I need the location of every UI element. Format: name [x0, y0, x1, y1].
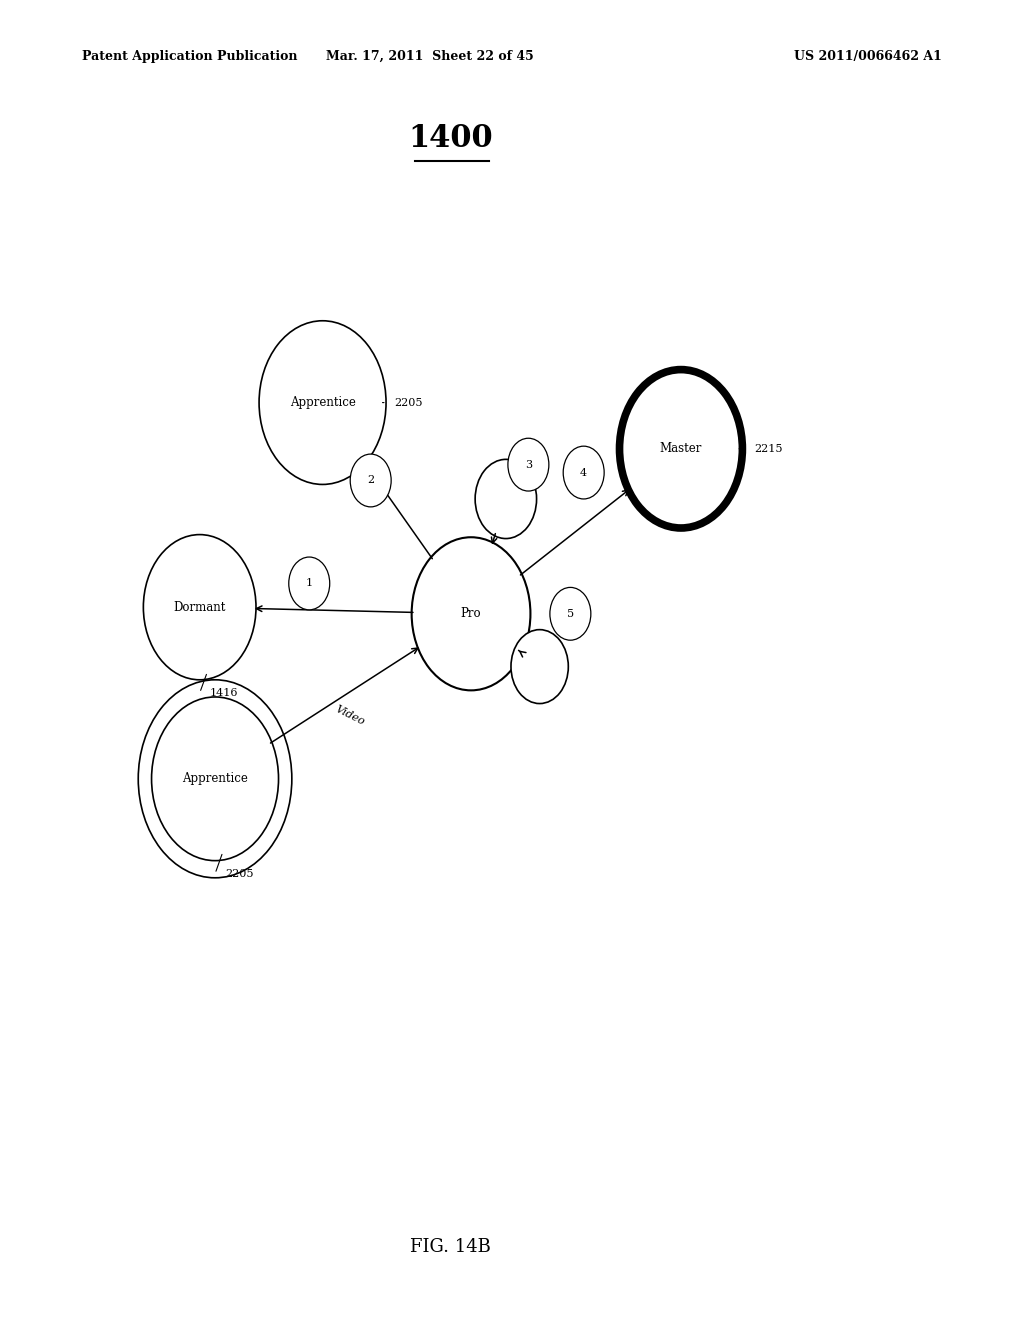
Circle shape [152, 697, 279, 861]
Circle shape [511, 630, 568, 704]
Circle shape [475, 459, 537, 539]
Circle shape [412, 537, 530, 690]
Circle shape [620, 370, 742, 528]
Text: US 2011/0066462 A1: US 2011/0066462 A1 [795, 50, 942, 63]
Circle shape [350, 454, 391, 507]
Text: 2205: 2205 [225, 869, 254, 879]
Text: Apprentice: Apprentice [290, 396, 355, 409]
Circle shape [259, 321, 386, 484]
Text: 2: 2 [368, 475, 374, 486]
Text: Dormant: Dormant [173, 601, 226, 614]
Text: 3: 3 [525, 459, 531, 470]
Text: Video: Video [334, 704, 367, 727]
Text: FIG. 14B: FIG. 14B [411, 1238, 490, 1257]
Text: 4: 4 [581, 467, 587, 478]
Text: Master: Master [659, 442, 702, 455]
Circle shape [550, 587, 591, 640]
Text: 2205: 2205 [394, 397, 423, 408]
Circle shape [289, 557, 330, 610]
Text: Pro: Pro [461, 607, 481, 620]
Circle shape [563, 446, 604, 499]
Text: 1400: 1400 [409, 123, 493, 154]
Circle shape [508, 438, 549, 491]
Text: 1: 1 [306, 578, 312, 589]
Text: 2215: 2215 [755, 444, 783, 454]
Text: Mar. 17, 2011  Sheet 22 of 45: Mar. 17, 2011 Sheet 22 of 45 [327, 50, 534, 63]
Text: 5: 5 [567, 609, 573, 619]
Text: 1416: 1416 [210, 688, 239, 698]
Circle shape [143, 535, 256, 680]
Text: Apprentice: Apprentice [182, 772, 248, 785]
Text: Patent Application Publication: Patent Application Publication [82, 50, 297, 63]
